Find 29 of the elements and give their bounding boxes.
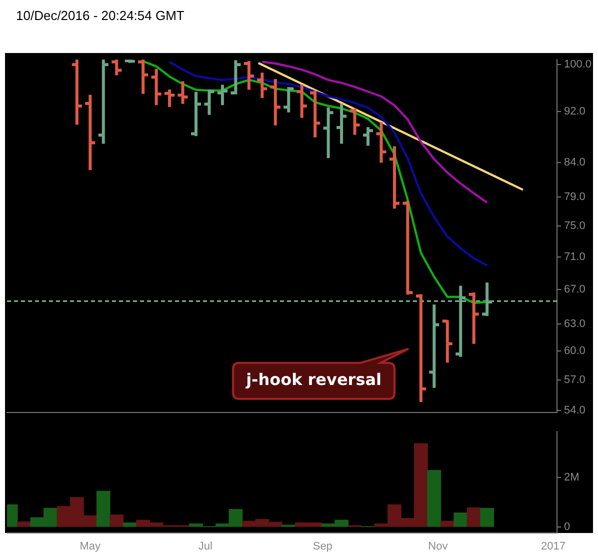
- y-tick-label: 71.0: [564, 250, 586, 263]
- bar: [96, 490, 110, 527]
- y-tick-label: 63.0: [564, 318, 586, 330]
- y-tick-label: 2M: [564, 471, 580, 484]
- x-tick-label: Nov: [428, 540, 448, 553]
- annotation: j-hook reversal: [245, 370, 382, 390]
- bar: [122, 522, 137, 527]
- x-tick-label: Sep: [312, 540, 332, 553]
- y-tick-label: 92.0: [564, 105, 586, 118]
- y-tick-label: 57.0: [564, 374, 586, 386]
- x-tick-label: 2017: [540, 540, 566, 553]
- bar: [110, 514, 124, 527]
- y-tick-label: 60.0: [564, 345, 586, 358]
- y-tick-label: 84.0: [564, 156, 586, 168]
- bar: [427, 470, 442, 527]
- y-tick-label: 75.0: [564, 220, 586, 232]
- y-tick-label: 100.0: [564, 58, 592, 71]
- bar: [480, 508, 494, 527]
- y-tick-label: 54.0: [564, 404, 586, 416]
- y-tick-label: 67.0: [564, 283, 586, 296]
- chart-title: 10/Dec/2016 - 20:24:54 GMT: [16, 8, 184, 23]
- bar: [440, 520, 454, 527]
- y-tick-label: 0: [564, 521, 570, 534]
- bar: [17, 521, 31, 527]
- bar: [454, 512, 468, 527]
- bar: [466, 507, 481, 527]
- y-tick-label: 79.0: [564, 190, 586, 203]
- x-tick-label: Jul: [198, 540, 212, 553]
- x-tick-label: May: [80, 540, 102, 553]
